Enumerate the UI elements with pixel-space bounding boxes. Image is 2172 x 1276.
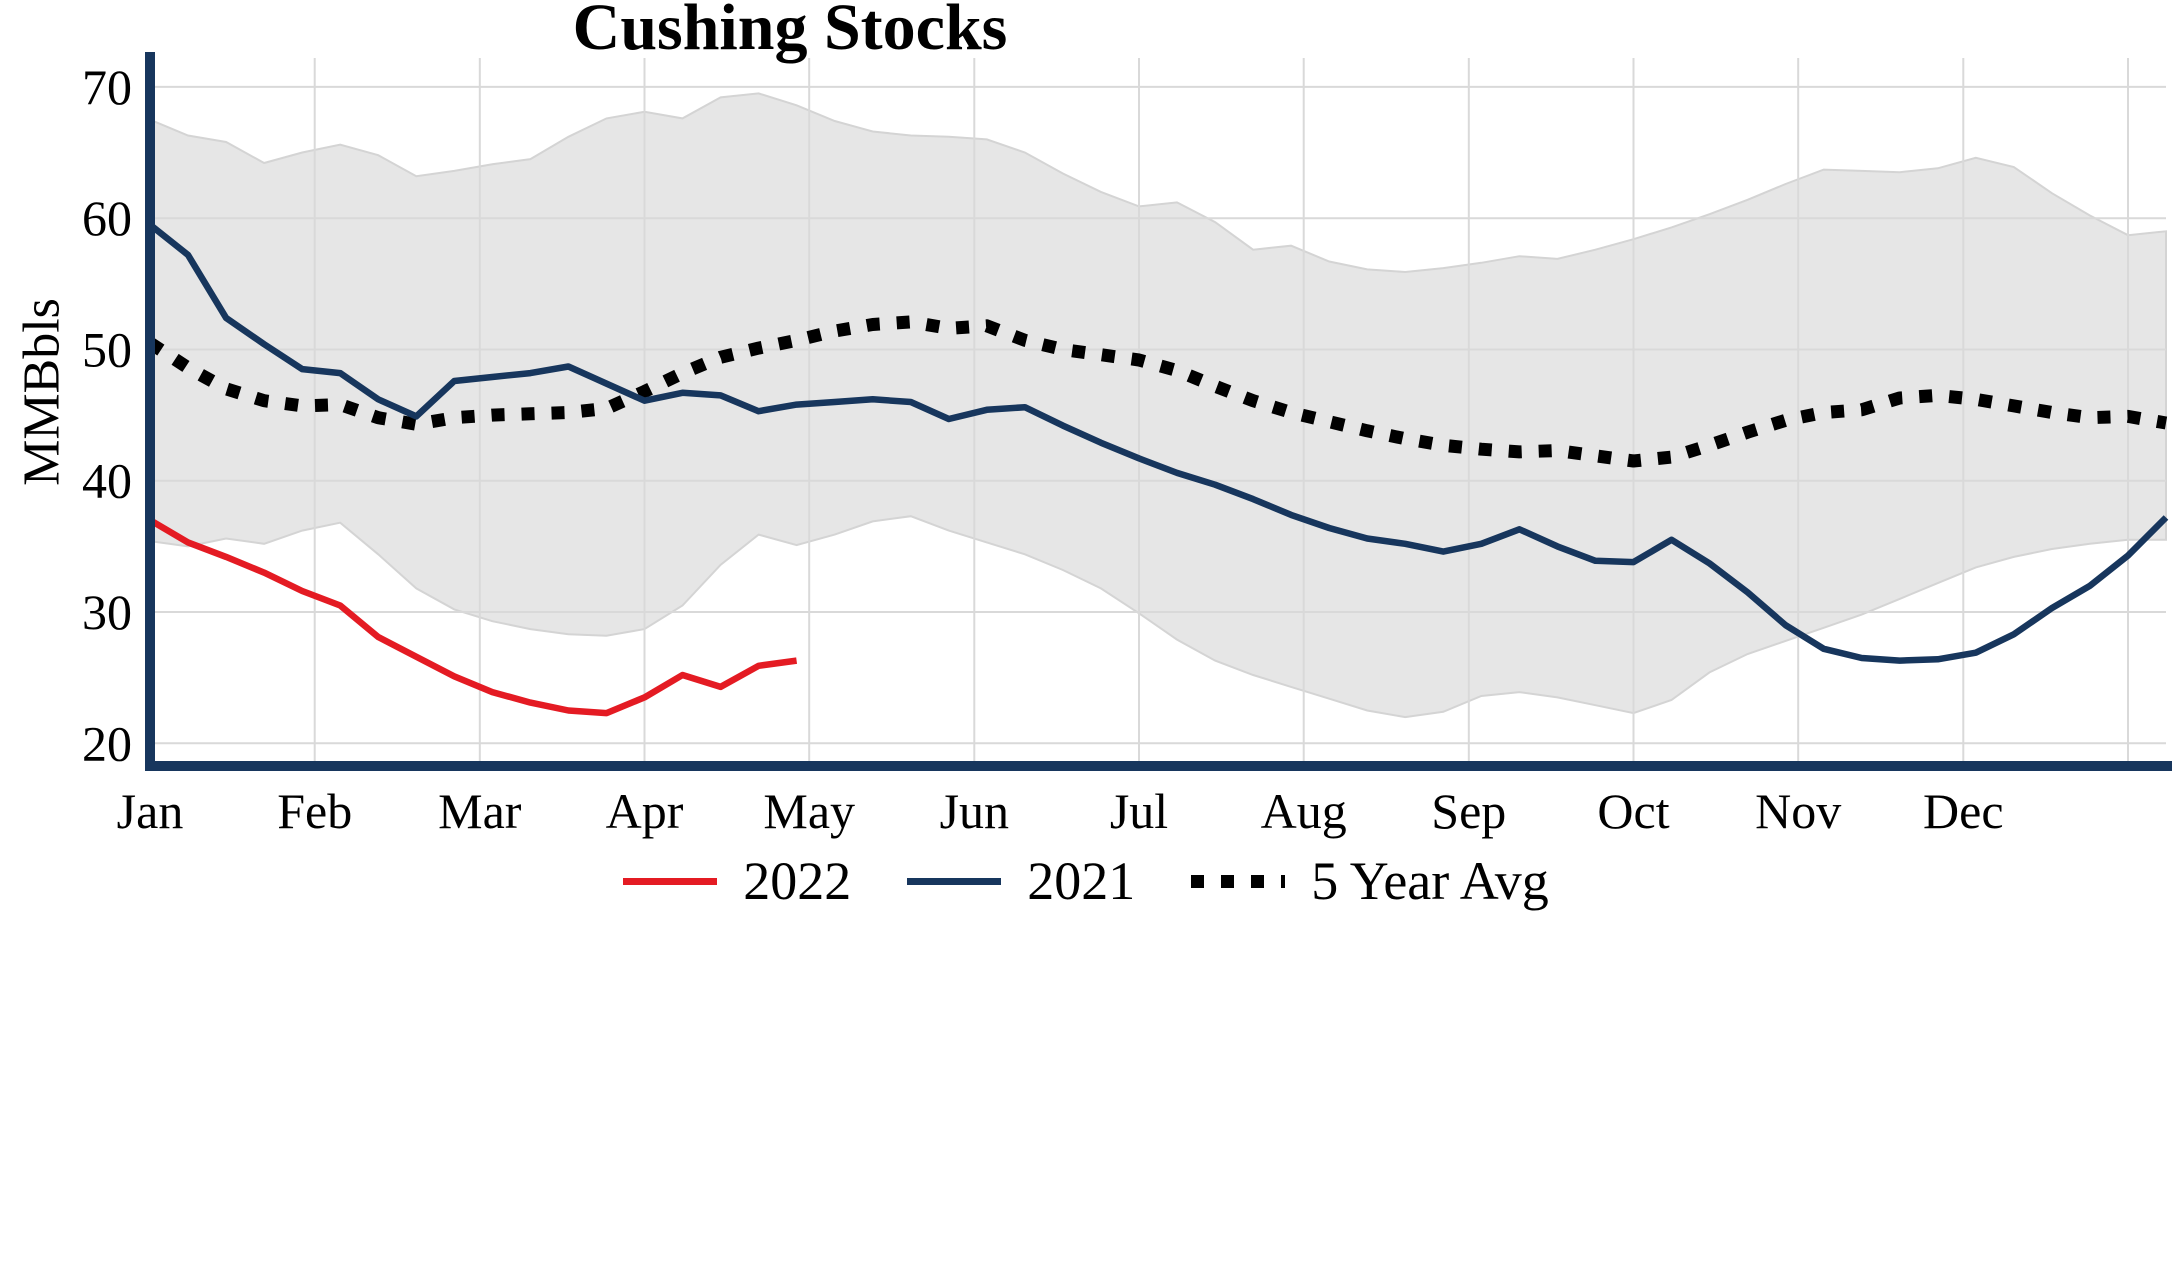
y-tick-label: 60	[82, 190, 132, 246]
series-2022-line	[148, 517, 798, 717]
y-tick-label: 70	[82, 59, 132, 115]
x-tick-label: Dec	[1923, 783, 2004, 839]
tick-labels: 20 30 40 50 60 70 Jan Feb Mar Apr May Jun Jul Aug Sep O…	[82, 59, 2004, 839]
x-tick-label: Sep	[1431, 783, 1506, 839]
x-tick-label: Jun	[940, 783, 1009, 839]
legend-label-2022: 2022	[743, 851, 852, 911]
x-tick-label: Apr	[606, 783, 684, 839]
x-tick-label: Feb	[277, 783, 352, 839]
legend-item-5-year-avg: 5 Year Avg	[1191, 850, 1549, 912]
y-tick-label: 20	[82, 715, 132, 771]
chart-title: Cushing Stocks	[572, 0, 1008, 64]
axis-spines	[145, 52, 2172, 771]
legend-swatch-5-year-avg-dotted	[1191, 874, 1286, 888]
x-tick-label: Aug	[1261, 783, 1347, 839]
x-tick-label: Mar	[438, 783, 522, 839]
chart-legend: 2022 2021 5 Year Avg	[0, 850, 2172, 912]
y-tick-label: 50	[82, 322, 132, 378]
x-tick-label: Jan	[117, 783, 184, 839]
series-2021-line	[147, 222, 2169, 664]
legend-swatch-2022-line	[623, 877, 718, 885]
x-tick-label: Oct	[1597, 783, 1669, 839]
legend-label-5-year-avg: 5 Year Avg	[1311, 851, 1549, 911]
legend-swatch-2021-line	[907, 877, 1002, 885]
x-tick-label: Nov	[1755, 783, 1841, 839]
x-tick-label: May	[763, 783, 855, 839]
legend-item-2022: 2022	[623, 850, 851, 912]
legend-item-2021: 2021	[907, 850, 1135, 912]
x-tick-label: Jul	[1110, 783, 1168, 839]
y-tick-label: 30	[82, 584, 132, 640]
y-tick-label: 40	[82, 453, 132, 509]
five-year-range-band	[149, 92, 2167, 719]
legend-label-2021: 2021	[1027, 851, 1136, 911]
